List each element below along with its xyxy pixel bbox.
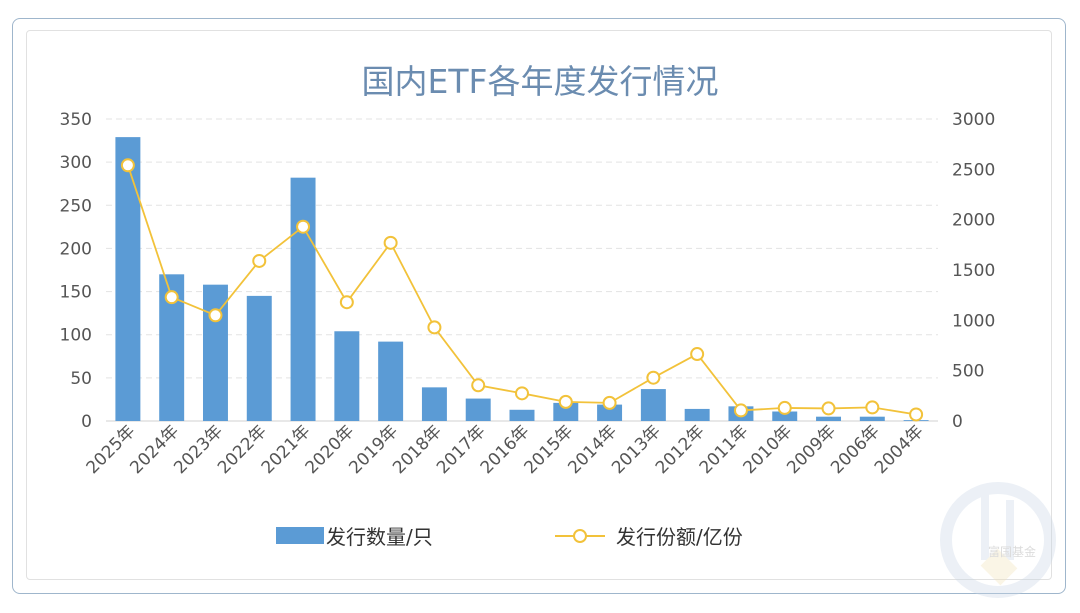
line-point [471,378,486,393]
bar [115,137,141,421]
bar [859,416,885,421]
line-point [383,235,398,250]
bar-series [115,137,929,421]
series-line [127,165,917,416]
watermark-text: 富国基金 [988,544,1036,559]
y-right-tick-label: 1000 [952,311,995,331]
line-point [602,395,617,410]
line-point [164,290,179,305]
legend-label-bar: 发行数量/只 [326,525,433,549]
bar [553,402,579,421]
bar [684,408,710,421]
bar [597,404,623,421]
bar [772,411,798,421]
bar [246,295,272,421]
bar [509,409,535,421]
line-point [865,400,880,415]
y-left-tick-label: 50 [70,369,92,389]
line-series [120,158,924,422]
grid-lines [106,118,938,422]
line-point [733,403,748,418]
chart-panel [26,30,1052,580]
line-point [120,158,135,173]
legend: 发行数量/只 发行份额/亿份 [276,525,743,549]
bar [421,387,447,421]
y-left-tick-label: 300 [60,153,92,173]
line-point [690,347,705,362]
line-point [558,394,573,409]
y-right-axis: 0 500 1000 1500 2000 2500 3000 [952,110,995,432]
y-right-tick-label: 3000 [952,110,995,130]
y-left-tick-label: 250 [60,196,92,216]
y-right-tick-label: 1500 [952,261,995,281]
line-point [252,253,267,268]
y-left-tick-label: 350 [60,110,92,130]
x-tick-label: 2004年 [871,421,928,478]
chart-title: 国内ETF各年度发行情况 [362,62,719,101]
y-right-tick-label: 2000 [952,211,995,231]
line-point [339,295,354,310]
y-right-tick-label: 2500 [952,160,995,180]
line-point [427,320,442,335]
bar [290,177,316,421]
watermark-logo: 富国基金 [940,482,1056,598]
line-point [515,386,529,401]
y-right-tick-label: 0 [952,412,963,432]
y-left-axis: 0 50 100 150 200 250 300 350 [60,110,92,432]
bar [378,341,404,421]
y-left-tick-label: 0 [81,412,92,432]
legend-label-line: 发行份额/亿份 [616,525,743,549]
y-left-tick-label: 100 [60,326,92,346]
bar [816,416,842,421]
x-axis: 2025年2024年2023年2022年2021年2020年2019年2018年… [83,421,928,478]
bar [334,331,360,421]
y-left-tick-label: 150 [60,283,92,303]
line-point [821,401,836,416]
y-right-tick-label: 500 [952,362,984,382]
y-left-tick-label: 200 [60,239,92,259]
line-point [909,407,924,422]
legend-swatch-bar [276,527,324,544]
line-point [208,308,223,323]
line-point [296,219,311,234]
legend-swatch-marker [573,529,587,543]
line-point [646,370,661,385]
bar [640,389,666,421]
bar [202,284,228,421]
line-point [777,400,792,415]
bar [465,398,491,421]
